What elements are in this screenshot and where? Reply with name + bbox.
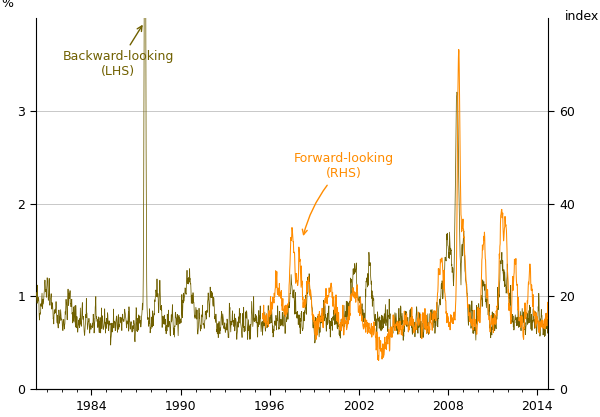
Text: Forward-looking
(RHS): Forward-looking (RHS) [294,152,394,235]
Text: Backward-looking
(LHS): Backward-looking (LHS) [62,26,174,78]
Y-axis label: %: % [2,0,14,10]
Y-axis label: index: index [565,10,599,23]
